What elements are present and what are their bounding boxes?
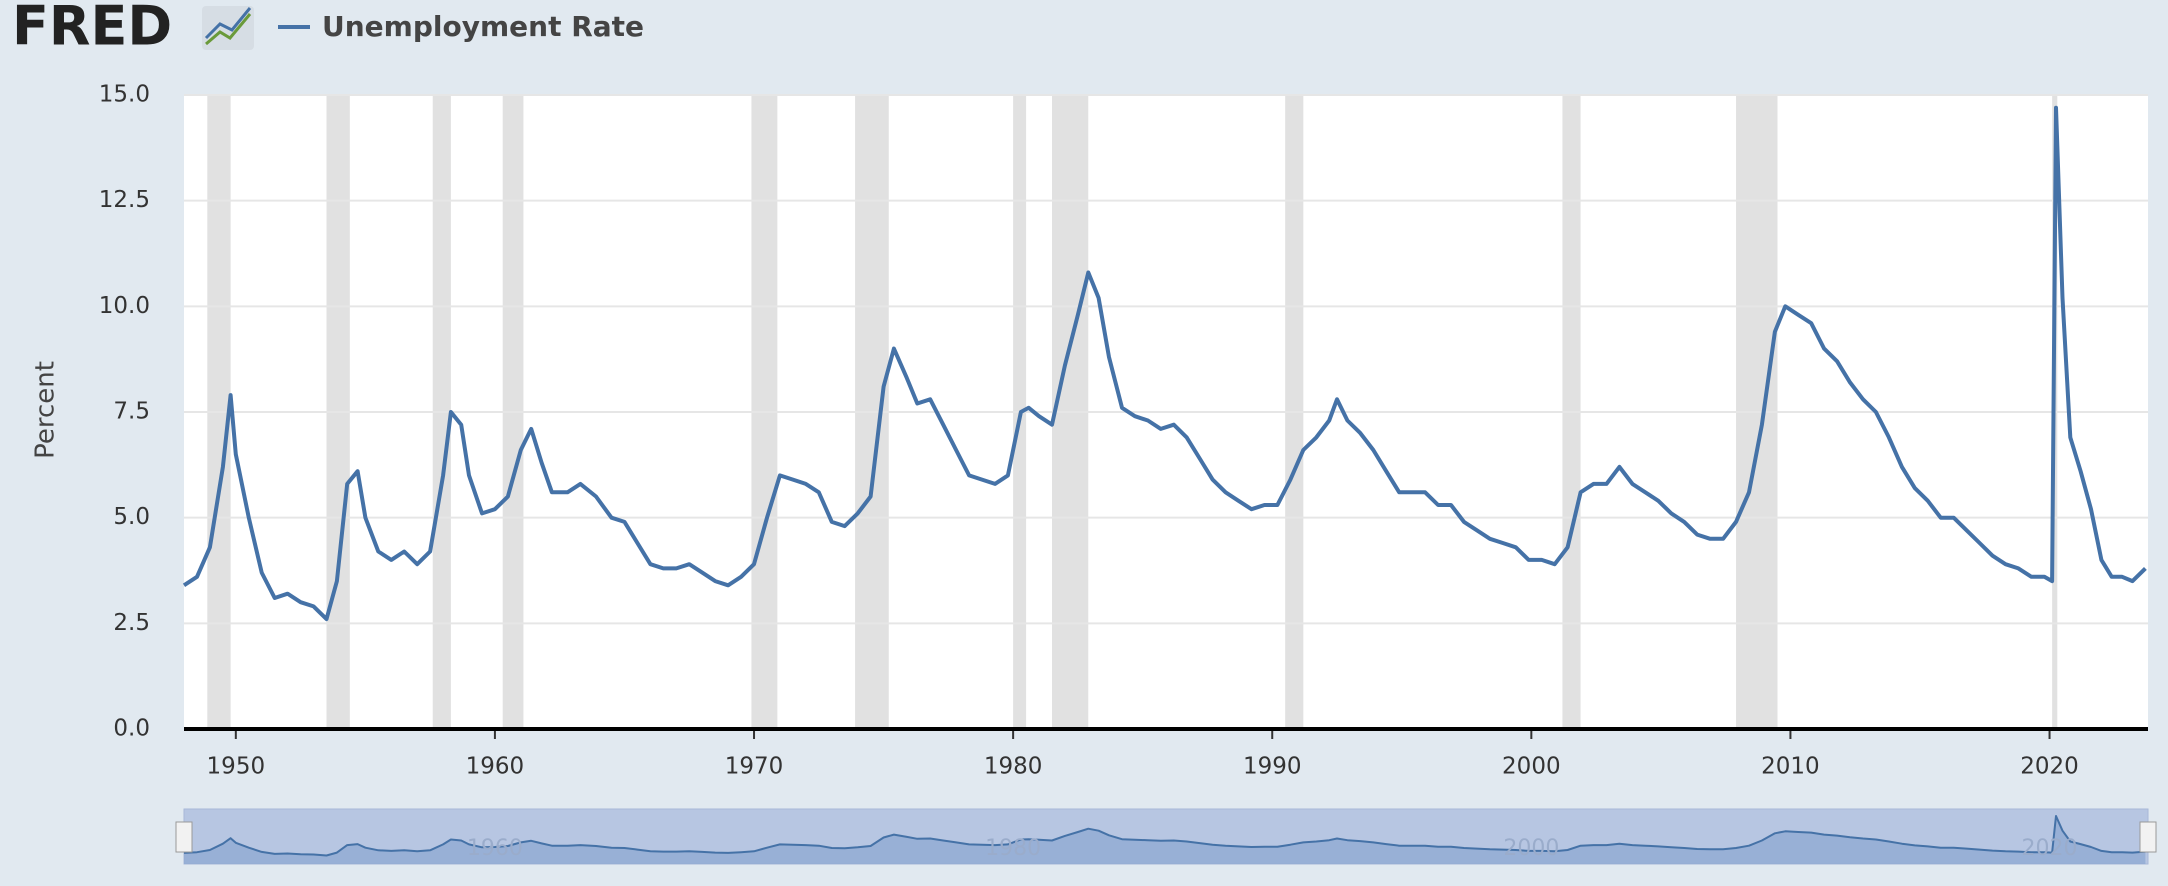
y-tick-label: 7.5 <box>113 399 150 425</box>
y-tick-label: 12.5 <box>99 187 150 213</box>
legend-label: Unemployment Rate <box>322 10 644 43</box>
navigator-line <box>183 815 2146 857</box>
y-tick-label: 2.5 <box>113 610 150 636</box>
navigator-handle[interactable] <box>175 821 193 853</box>
navigator-tick-label: 2020 <box>2022 836 2078 861</box>
x-tick-label: 2020 <box>2020 754 2079 780</box>
x-tick-label: 1990 <box>1243 754 1302 780</box>
logo-icon <box>202 6 254 50</box>
x-tick-label: 1950 <box>207 754 266 780</box>
logo: FRED <box>12 0 172 58</box>
y-axis-label: Percent <box>31 361 61 459</box>
navigator-tick-label: 2000 <box>1503 836 1559 861</box>
x-tick-label: 1980 <box>984 754 1043 780</box>
x-tick-label: 2000 <box>1502 754 1561 780</box>
y-tick-label: 10.0 <box>99 293 150 319</box>
series-line <box>182 105 2147 622</box>
x-tick-label: 1970 <box>725 754 784 780</box>
y-tick-label: 15.0 <box>99 82 150 108</box>
y-tick-label: 0.0 <box>113 716 150 742</box>
navigator-tick-label: 1980 <box>985 836 1041 861</box>
x-tick-label: 2010 <box>1761 754 1820 780</box>
y-tick-label: 5.0 <box>113 504 150 530</box>
navigator-handle[interactable] <box>2139 821 2157 853</box>
x-tick-label: 1960 <box>466 754 525 780</box>
navigator-tick-label: 1960 <box>467 836 523 861</box>
